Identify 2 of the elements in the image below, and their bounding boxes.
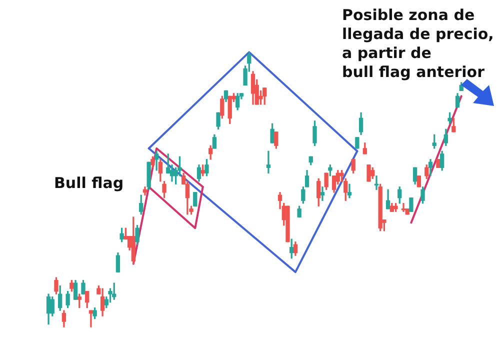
annotation: Bull flag <box>54 174 124 193</box>
annotation: Posible zona de llegada de precio, a partir de bull flag anterior <box>342 6 494 82</box>
